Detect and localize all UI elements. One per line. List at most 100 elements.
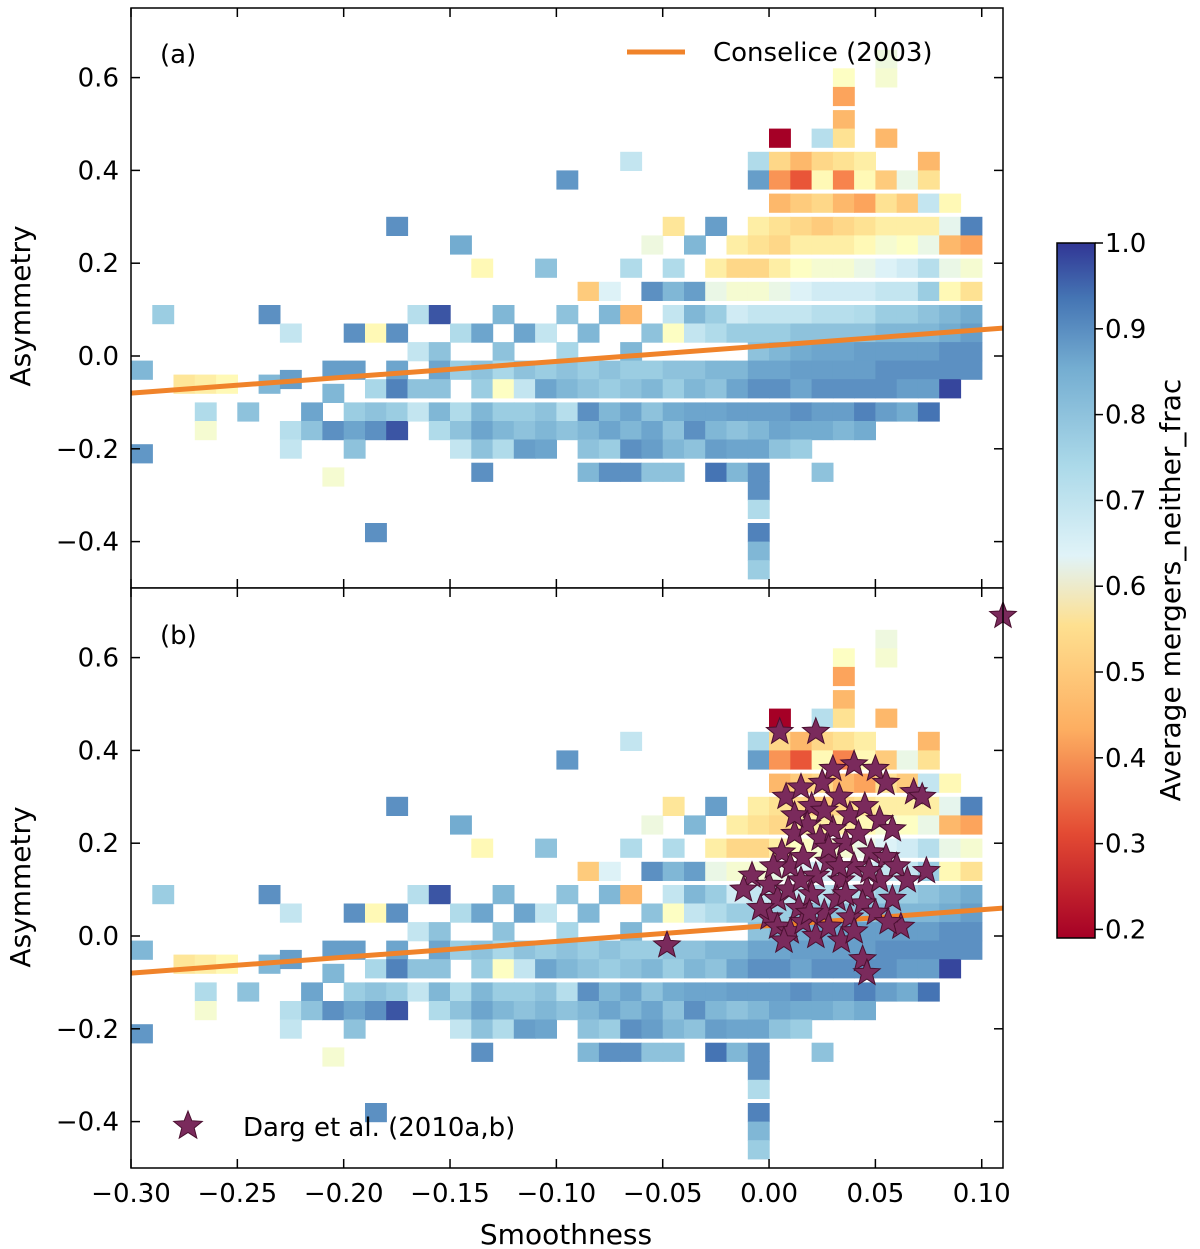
heatmap-cell (407, 922, 430, 942)
heatmap-cell (662, 258, 685, 278)
heatmap-cell (641, 982, 664, 1002)
heatmap-cell (684, 1001, 706, 1021)
heatmap-cell (620, 1019, 643, 1039)
panel-a-y-axis-label: Asymmetry (4, 225, 37, 386)
heatmap-cell (258, 305, 281, 325)
heatmap-cell (598, 439, 621, 459)
heatmap-cell (939, 885, 962, 905)
heatmap-cell (811, 258, 834, 278)
heatmap-cell (960, 885, 983, 905)
darg-star (652, 929, 682, 958)
panel-b-conselice-fit-line (131, 905, 1003, 976)
darg-star (852, 957, 882, 986)
heatmap-cell (279, 1019, 302, 1039)
heatmap-cell (939, 922, 962, 942)
heatmap-cell (811, 402, 834, 422)
heatmap-cell (854, 342, 876, 362)
heatmap-cell (407, 305, 430, 325)
heatmap-cell (471, 838, 494, 858)
heatmap-cell (279, 439, 302, 459)
heatmap-cell (747, 1001, 770, 1021)
heatmap-cell (875, 193, 898, 213)
heatmap-cell (832, 360, 855, 380)
heatmap-cell (662, 838, 685, 858)
heatmap-cell (513, 982, 536, 1002)
heatmap-cell (960, 940, 983, 960)
heatmap-cell (343, 982, 366, 1002)
legend-conselice-label: Conselice (2003) (713, 38, 933, 68)
heatmap-cell (896, 940, 919, 960)
heatmap-cell (662, 360, 685, 380)
heatmap-cell (705, 439, 728, 459)
heatmap-cell (407, 402, 430, 422)
heatmap-cell (577, 421, 600, 441)
heatmap-cell (790, 305, 813, 325)
darg-star (824, 851, 854, 879)
heatmap-cell (726, 281, 749, 301)
heatmap-cell (705, 216, 728, 236)
x-tick-label: −0.25 (197, 1179, 277, 1209)
heatmap-cell (854, 216, 876, 236)
heatmap-cell (790, 439, 813, 459)
heatmap-cell (705, 462, 728, 482)
heatmap-cell (386, 360, 409, 380)
heatmap-cell (832, 648, 855, 668)
heatmap-cell (641, 421, 664, 441)
colorbar: 0.2 0.3 0.4 0.5 0.6 0.7 0.8 0.9 1.0 Average merg… (1056, 229, 1187, 945)
heatmap-cell (620, 838, 643, 858)
heatmap-cell (790, 258, 813, 278)
y-tick-label: 0.2 (78, 829, 119, 859)
x-axis-label: Smoothness (480, 1218, 652, 1249)
heatmap-cell (577, 379, 600, 399)
heatmap-cell (705, 861, 728, 881)
heatmap-cell (705, 281, 728, 301)
heatmap-cell (917, 922, 940, 942)
heatmap-cell (917, 193, 940, 213)
heatmap-cell (322, 940, 345, 960)
heatmap-cell (343, 421, 366, 441)
heatmap-cell (513, 421, 536, 441)
heatmap-cell (939, 796, 962, 816)
heatmap-cell (407, 885, 430, 905)
heatmap-cell (939, 258, 962, 278)
heatmap-cell (577, 360, 600, 380)
heatmap-cell (811, 982, 834, 1002)
darg-star (907, 781, 937, 810)
heatmap-cell (769, 750, 791, 770)
heatmap-cell (365, 421, 387, 441)
heatmap-cell (450, 982, 472, 1002)
heatmap-cell (620, 305, 643, 325)
heatmap-cell (620, 982, 643, 1002)
heatmap-cell (832, 281, 855, 301)
heatmap-cell (832, 258, 855, 278)
heatmap-cell (832, 690, 855, 710)
heatmap-cell (917, 170, 940, 190)
heatmap-cell (492, 379, 515, 399)
heatmap-cell (662, 323, 685, 343)
heatmap-cell (535, 1001, 557, 1021)
heatmap-cell (598, 861, 621, 881)
heatmap-cell (450, 402, 472, 422)
legend-darg-star-icon (172, 1109, 204, 1140)
heatmap-cell (620, 1042, 643, 1062)
heatmap-cell (832, 1001, 855, 1021)
heatmap-cell (832, 708, 855, 728)
heatmap-cell (598, 885, 621, 905)
heatmap-cell (662, 982, 685, 1002)
darg-star (758, 851, 788, 879)
heatmap-cell (747, 499, 770, 519)
heatmap-cell (790, 360, 813, 380)
heatmap-cell (896, 838, 919, 858)
panel-a-heatmap (131, 49, 983, 580)
heatmap-cell (450, 439, 472, 459)
heatmap-cell (684, 959, 706, 979)
heatmap-cell (705, 903, 728, 923)
heatmap-cell (386, 982, 409, 1002)
heatmap-cell (960, 815, 983, 835)
heatmap-cell (917, 731, 940, 751)
heatmap-cell (556, 922, 579, 942)
darg-star (850, 790, 880, 819)
heatmap-cell (598, 462, 621, 482)
legend-darg-label: Darg et al. (2010a,b) (243, 1113, 515, 1143)
heatmap-cell (747, 151, 770, 171)
